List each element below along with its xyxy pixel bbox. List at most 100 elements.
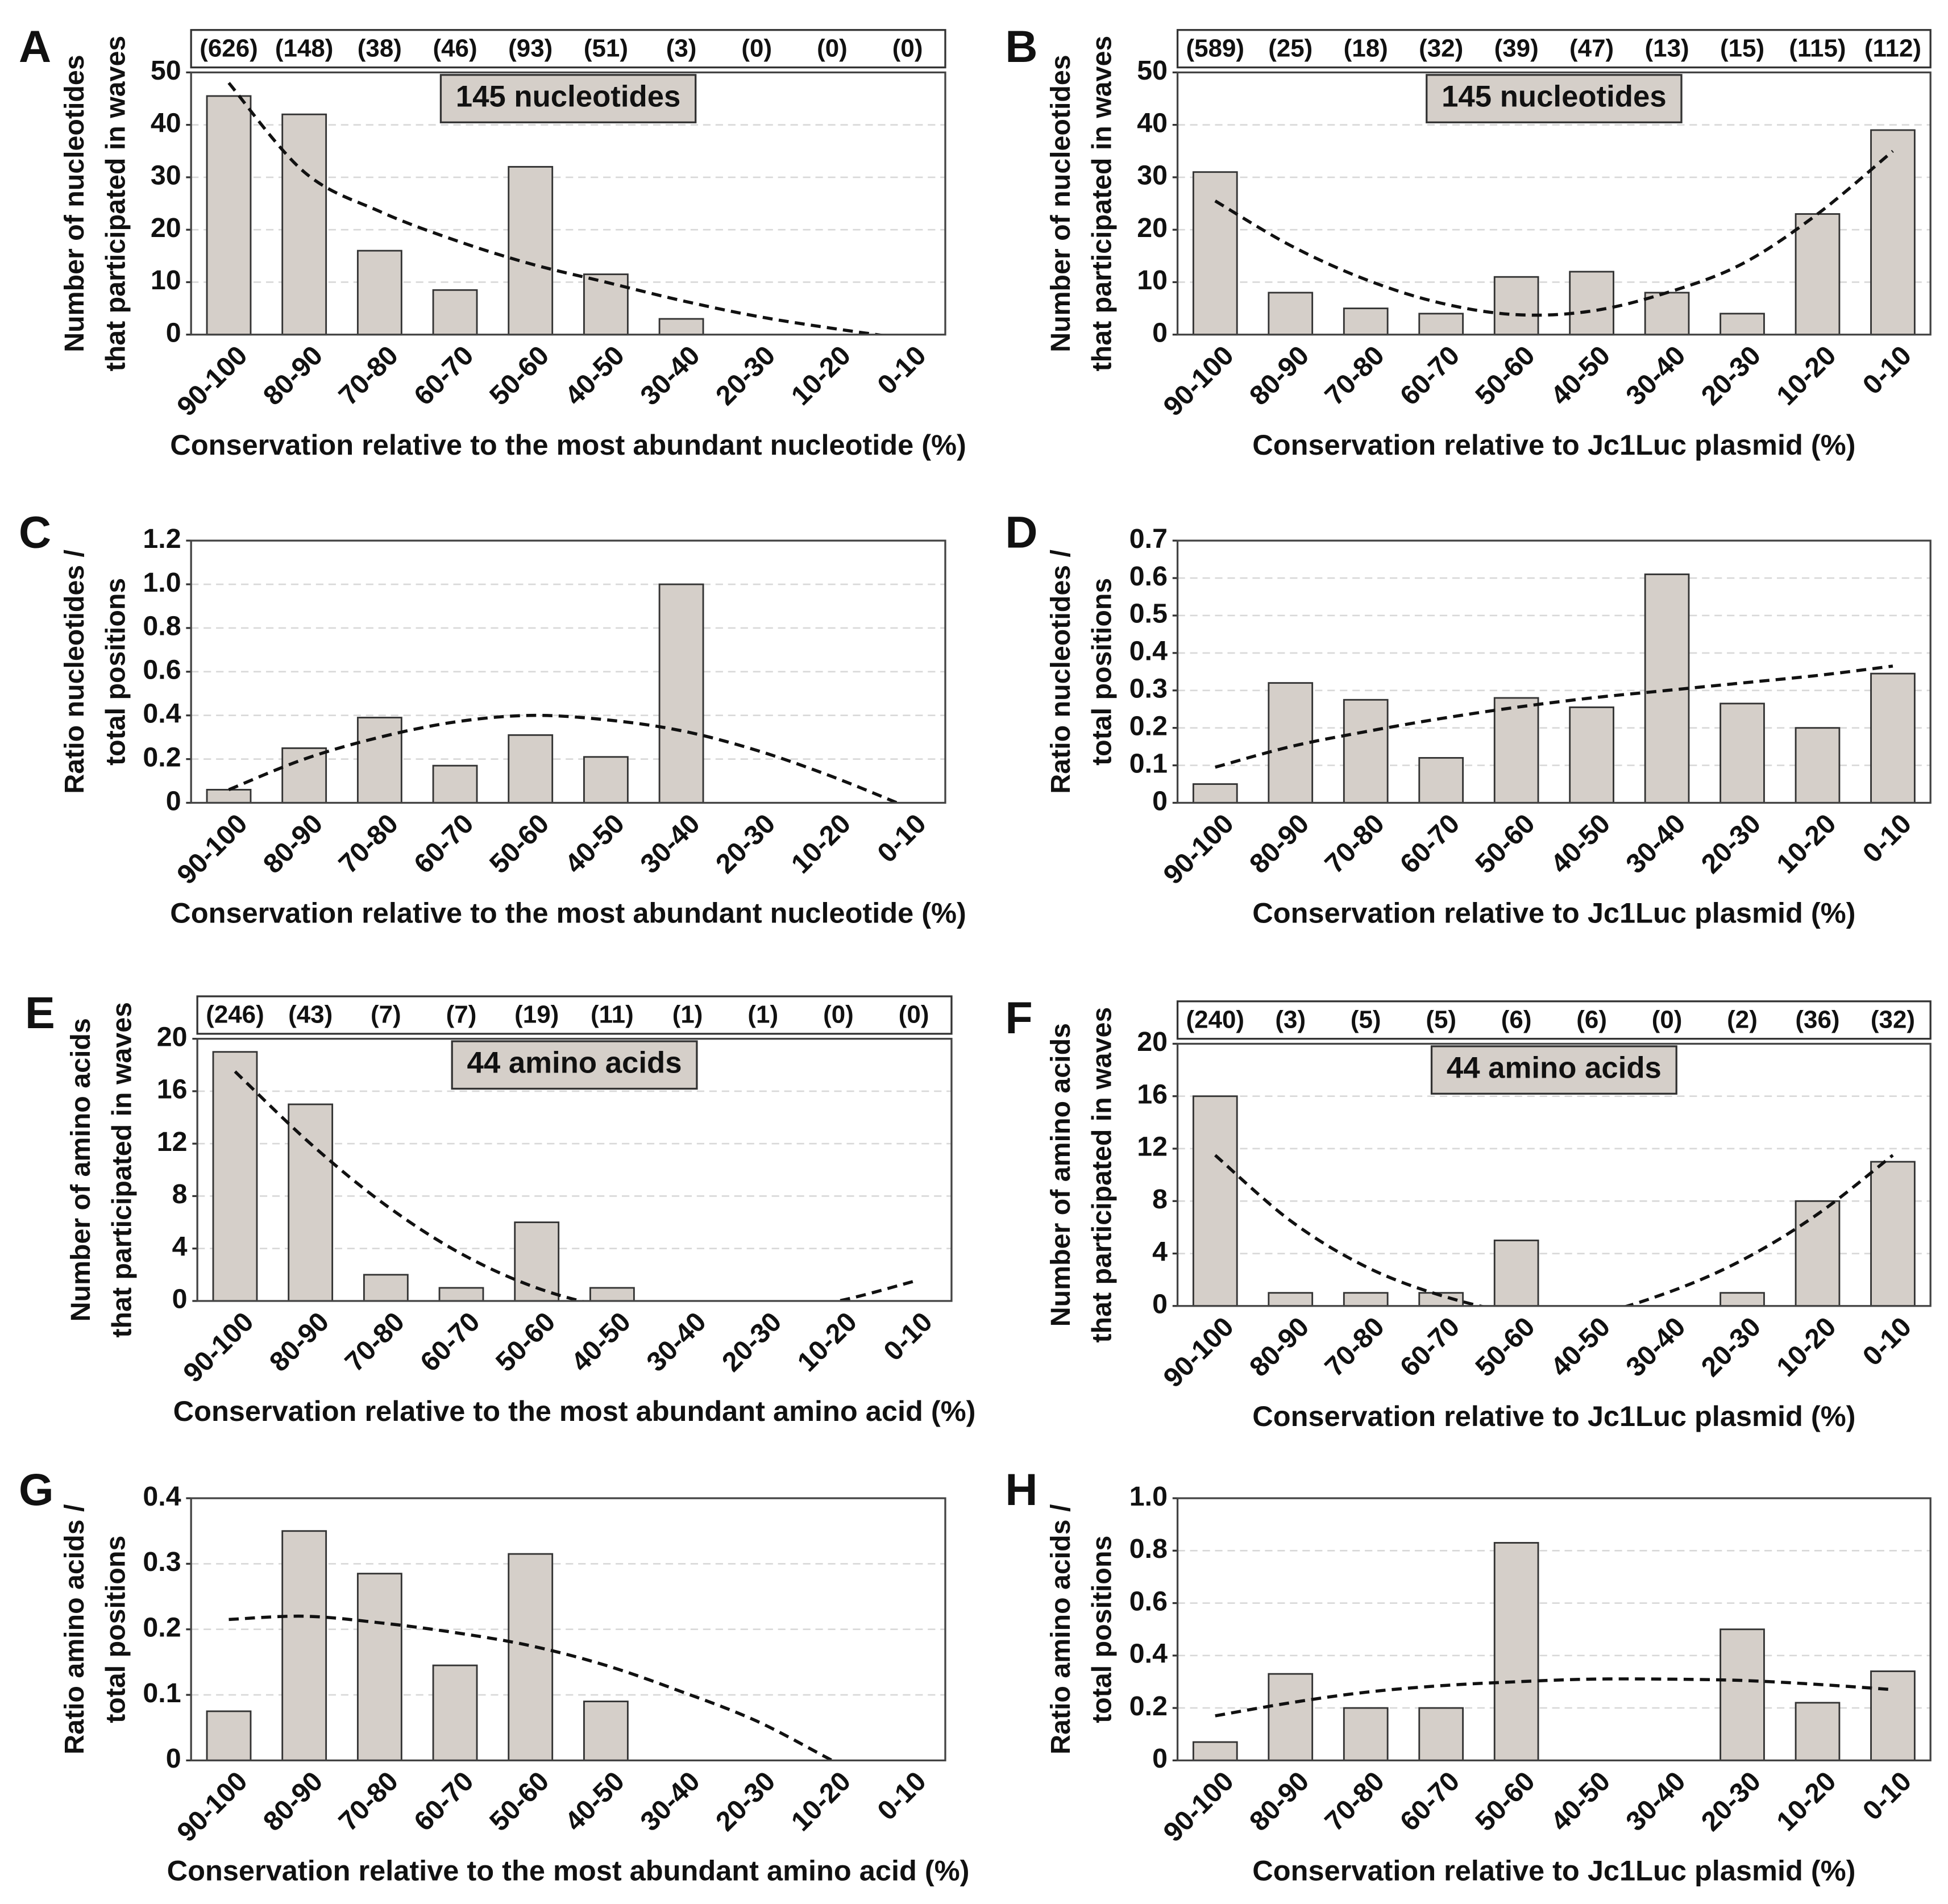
- y-tick-label: 1.0: [1129, 1481, 1168, 1512]
- bar: [658, 318, 704, 336]
- y-tick-label: 0.8: [143, 611, 181, 642]
- count-label: (2): [1727, 1006, 1758, 1034]
- annotation-box: [451, 1040, 698, 1090]
- x-tick-label: 0-10: [871, 340, 932, 401]
- annotation-box: [439, 74, 697, 123]
- y-tick-label: 30: [1137, 160, 1168, 191]
- x-tick-label: 80-90: [264, 1306, 335, 1378]
- bar: [1343, 1707, 1389, 1761]
- x-tick-label: 30-40: [634, 1766, 706, 1838]
- x-tick-label: 80-90: [257, 1766, 329, 1838]
- count-label: (93): [508, 34, 553, 62]
- count-label: (6): [1576, 1006, 1607, 1034]
- x-tick-label: 20-30: [710, 1766, 782, 1838]
- y-tick-label: 0: [1152, 785, 1168, 816]
- x-tick-label: 40-50: [559, 808, 631, 880]
- count-label: (246): [206, 1001, 264, 1029]
- x-tick-label: 60-70: [1394, 1311, 1466, 1383]
- y-tick-label: 12: [157, 1126, 188, 1157]
- y-tick-label: 0.6: [1129, 1586, 1168, 1616]
- x-axis-label: Conservation relative to the most abunda…: [170, 429, 966, 461]
- x-tick-label: 60-70: [414, 1306, 486, 1378]
- x-tick-label: 40-50: [559, 1766, 631, 1838]
- bar: [508, 734, 554, 804]
- y-tick-label: 20: [151, 213, 181, 243]
- y-tick-label: 30: [151, 160, 181, 191]
- y-tick-label: 0.3: [1129, 674, 1168, 704]
- bar: [1268, 1673, 1314, 1761]
- x-tick-label: 50-60: [484, 340, 555, 411]
- counts-box: [1176, 29, 1932, 69]
- y-axis-label: total positions: [100, 1536, 131, 1723]
- bar: [1418, 1707, 1464, 1761]
- y-tick-label: 0.8: [1129, 1533, 1168, 1564]
- x-tick-label: 70-80: [1319, 1311, 1390, 1383]
- bar: [1343, 307, 1389, 336]
- panel: 0 10 20 30 40 50 90-100 80-90 70-80 60-70 50-60 40-…: [1005, 21, 1932, 461]
- x-tick-label: 50-60: [484, 1766, 555, 1838]
- y-axis-label: Ratio amino acids /: [59, 1504, 90, 1755]
- y-tick-label: 0.2: [1129, 1691, 1168, 1722]
- y-tick-label: 0.7: [1129, 523, 1168, 554]
- bar: [356, 717, 402, 804]
- trend-line: [228, 713, 902, 803]
- bar: [212, 1051, 258, 1302]
- x-tick-label: 60-70: [1394, 1766, 1466, 1838]
- x-tick-label: 60-70: [408, 1766, 480, 1838]
- bar: [583, 756, 629, 804]
- x-tick-label: 80-90: [1244, 340, 1315, 411]
- x-axis-label: Conservation relative to the most abunda…: [170, 897, 966, 929]
- y-axis-label: that participated in waves: [1087, 36, 1118, 372]
- y-tick-label: 0.4: [1129, 1639, 1168, 1669]
- count-label: (5): [1426, 1006, 1456, 1034]
- x-tick-label: 80-90: [1244, 1766, 1315, 1838]
- panel-letter: A: [19, 21, 51, 72]
- x-tick-label: 70-80: [339, 1306, 410, 1378]
- x-tick-label: 50-60: [1469, 1311, 1541, 1383]
- y-axis-label: that participated in waves: [106, 1002, 137, 1338]
- count-label: (240): [1186, 1006, 1245, 1034]
- annotation-box: [1430, 1045, 1677, 1095]
- panel-letter: H: [1005, 1464, 1037, 1515]
- y-tick-label: 8: [172, 1179, 188, 1209]
- y-tick-label: 4: [1152, 1236, 1168, 1267]
- x-tick-label: 90-100: [1157, 1311, 1240, 1394]
- annotation: 145 nucleotides: [1442, 80, 1667, 113]
- count-label: (38): [358, 34, 402, 62]
- count-label: (13): [1645, 34, 1689, 62]
- x-tick-label: 20-30: [1696, 808, 1767, 880]
- x-tick-label: 0-10: [1857, 340, 1918, 401]
- count-label: (0): [741, 34, 772, 62]
- bar: [1493, 276, 1539, 336]
- bar: [1795, 727, 1841, 804]
- x-tick-label: 60-70: [1394, 340, 1466, 411]
- plot-frame: [1176, 1042, 1932, 1307]
- x-axis-label: Conservation relative to Jc1Luc plasmid …: [1252, 1400, 1855, 1432]
- x-tick-label: 50-60: [1469, 340, 1541, 411]
- x-tick-label: 90-100: [171, 808, 254, 891]
- bar: [1870, 1670, 1916, 1761]
- x-tick-label: 30-40: [1620, 1766, 1692, 1838]
- x-tick-label: 70-80: [333, 340, 404, 411]
- y-axis-label: total positions: [100, 578, 131, 766]
- y-tick-label: 0: [166, 785, 181, 816]
- count-label: (626): [200, 34, 258, 62]
- count-label: (6): [1501, 1006, 1532, 1034]
- y-tick-label: 0.4: [143, 698, 181, 729]
- bar: [1268, 292, 1314, 336]
- x-tick-label: 60-70: [408, 340, 480, 411]
- x-tick-label: 90-100: [177, 1306, 260, 1388]
- plot-frame: [1176, 539, 1932, 804]
- x-tick-label: 70-80: [1319, 1766, 1390, 1838]
- y-tick-label: 0: [166, 317, 181, 348]
- x-tick-label: 10-20: [792, 1306, 863, 1378]
- y-tick-label: 50: [1137, 55, 1168, 86]
- bar: [1493, 1542, 1539, 1761]
- bar: [432, 1664, 478, 1761]
- y-tick-label: 40: [1137, 107, 1168, 138]
- y-tick-label: 0.2: [143, 1612, 181, 1643]
- y-axis-label: Number of nucleotides: [1045, 55, 1076, 352]
- bar: [1268, 1292, 1314, 1307]
- x-tick-label: 70-80: [1319, 808, 1390, 880]
